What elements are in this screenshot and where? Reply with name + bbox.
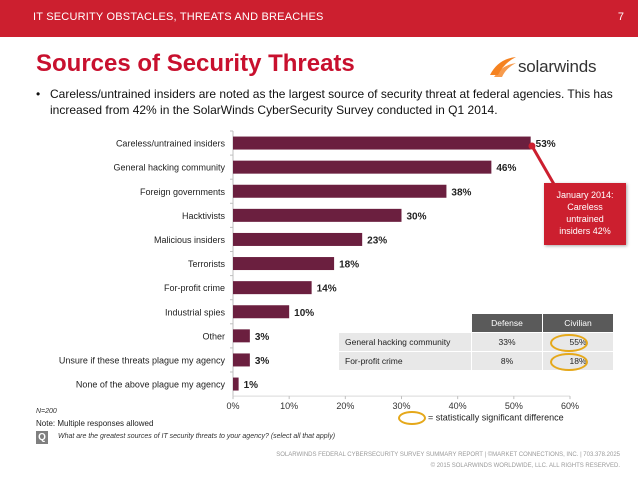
bar bbox=[233, 305, 290, 319]
table-header-row: Defense Civilian bbox=[338, 313, 614, 333]
logo-swoosh-icon bbox=[490, 57, 516, 77]
x-tick-label: 50% bbox=[505, 401, 523, 411]
value-label: 23% bbox=[367, 235, 387, 246]
x-tick-label: 40% bbox=[449, 401, 467, 411]
bar bbox=[233, 377, 239, 391]
category-label: Malicious insiders bbox=[154, 235, 226, 245]
x-tick-label: 0% bbox=[226, 401, 239, 411]
value-label: 3% bbox=[255, 356, 270, 367]
category-label: For-profit crime bbox=[164, 283, 225, 293]
x-tick-label: 60% bbox=[561, 401, 579, 411]
x-tick-label: 10% bbox=[280, 401, 298, 411]
bullet-dot-icon: • bbox=[36, 87, 41, 101]
table-header-cell: Civilian bbox=[542, 313, 614, 333]
bar bbox=[233, 160, 492, 174]
bar bbox=[233, 353, 250, 367]
value-label: 18% bbox=[339, 260, 359, 271]
table-cell-defense: 33% bbox=[471, 332, 543, 352]
sample-size-note: N=200 bbox=[36, 408, 57, 415]
value-label: 1% bbox=[244, 380, 259, 391]
header-bar: IT SECURITY OBSTACLES, THREATS AND BREAC… bbox=[0, 0, 638, 37]
page-title: Sources of Security Threats bbox=[36, 50, 355, 77]
significance-oval-icon bbox=[398, 411, 426, 425]
value-label: 10% bbox=[294, 308, 314, 319]
bar bbox=[233, 208, 402, 222]
value-label: 3% bbox=[255, 332, 270, 343]
table-header-cell bbox=[338, 313, 472, 333]
table-header-cell: Defense bbox=[471, 313, 543, 333]
table-cell-label: For-profit crime bbox=[338, 351, 472, 371]
section-title: IT SECURITY OBSTACLES, THREATS AND BREAC… bbox=[33, 11, 324, 23]
category-label: Unsure if these threats plague my agency bbox=[59, 355, 226, 365]
page-number: 7 bbox=[617, 11, 624, 23]
category-label: General hacking community bbox=[113, 163, 225, 173]
bar bbox=[233, 281, 312, 295]
category-label: Hacktivists bbox=[182, 211, 226, 221]
category-label: Industrial spies bbox=[165, 307, 226, 317]
callout-pointer-dot bbox=[528, 142, 536, 150]
table-row: For-profit crime 8% 18% bbox=[338, 351, 614, 371]
table-cell-defense: 8% bbox=[471, 351, 543, 371]
category-label: Terrorists bbox=[188, 259, 226, 269]
multiple-responses-note: Note: Multiple responses allowed bbox=[36, 419, 154, 428]
value-label: 38% bbox=[451, 187, 471, 198]
bar bbox=[233, 257, 335, 271]
category-label: Foreign governments bbox=[140, 187, 226, 197]
subgroup-table: Defense Civilian General hacking communi… bbox=[338, 313, 614, 371]
category-label: None of the above plague my agency bbox=[76, 380, 226, 390]
logo-text: solarwinds bbox=[518, 57, 597, 76]
callout-line: insiders 42% bbox=[559, 226, 611, 236]
category-label: Other bbox=[202, 331, 225, 341]
bar bbox=[233, 329, 250, 343]
x-tick-label: 20% bbox=[336, 401, 354, 411]
question-icon: Q bbox=[36, 431, 48, 444]
significance-ring-icon bbox=[550, 334, 588, 352]
significance-ring-icon bbox=[550, 353, 588, 371]
value-label: 53% bbox=[536, 139, 556, 150]
survey-question: What are the greatest sources of IT secu… bbox=[58, 433, 336, 440]
table-cell-label: General hacking community bbox=[338, 332, 472, 352]
table-row: General hacking community 33% 55% bbox=[338, 332, 614, 352]
callout-line: Careless bbox=[567, 202, 603, 212]
solarwinds-logo: solarwinds bbox=[488, 55, 620, 81]
significance-legend-text: = statistically significant difference bbox=[428, 412, 564, 423]
callout-box: January 2014: Careless untrained insider… bbox=[544, 183, 626, 245]
callout-line: untrained bbox=[566, 214, 604, 224]
table-cell-civilian: 55% bbox=[542, 332, 614, 352]
bullet-text: Careless/untrained insiders are noted as… bbox=[50, 87, 613, 117]
bar bbox=[233, 184, 447, 198]
footer-line-1: SOLARWINDS FEDERAL CYBERSECURITY SURVEY … bbox=[276, 452, 620, 458]
value-label: 30% bbox=[407, 211, 427, 222]
value-label: 14% bbox=[317, 284, 337, 295]
bar bbox=[233, 136, 531, 150]
bar bbox=[233, 232, 363, 246]
value-label: 46% bbox=[496, 163, 516, 174]
footer-line-2: © 2015 SOLARWINDS WORLDWIDE, LLC. ALL RI… bbox=[430, 463, 620, 469]
category-label: Careless/untrained insiders bbox=[116, 139, 226, 149]
significance-legend: = statistically significant difference bbox=[398, 411, 564, 425]
callout-pointer bbox=[530, 145, 557, 187]
callout-line: January 2014: bbox=[556, 190, 614, 200]
table-cell-civilian: 18% bbox=[542, 351, 614, 371]
x-tick-label: 30% bbox=[392, 401, 410, 411]
